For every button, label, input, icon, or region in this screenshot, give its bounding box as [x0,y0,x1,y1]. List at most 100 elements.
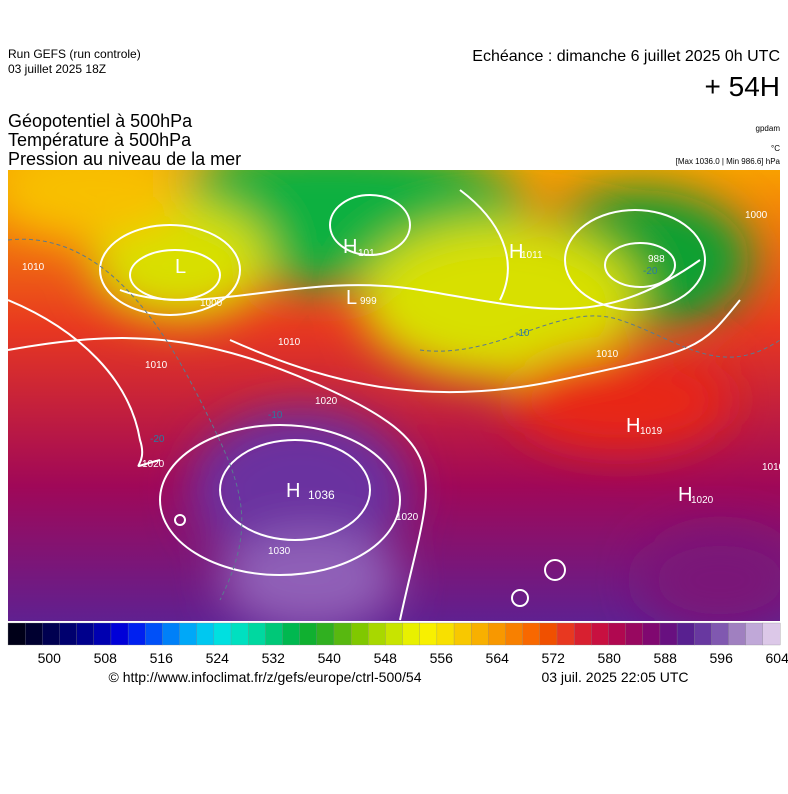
color-swatch [642,622,661,646]
color-swatch [453,622,472,646]
colorbar-tick-label: 516 [150,650,174,666]
map-label: 1010 [596,349,619,360]
map-label: 1011 [521,250,543,261]
valid-time: Echéance : dimanche 6 juillet 2025 0h UT… [472,48,780,65]
map-label: H [678,484,692,506]
colorbar-tick-label: 508 [94,650,118,666]
color-swatch [316,622,335,646]
colorbar-tick-label: 596 [710,650,734,666]
source-url: © http://www.infoclimat.fr/z/gefs/europe… [108,669,421,685]
color-swatch [42,622,60,646]
color-swatch [333,622,352,646]
color-swatch [539,622,558,646]
map-label: H [286,480,300,502]
map-label: 1036 [308,488,335,502]
color-swatch [179,622,198,646]
map-label: -10 [268,410,283,421]
color-swatch [728,622,747,646]
map-label: 1010 [762,462,785,473]
map-label: 101 [358,248,375,259]
colorbar-tick-label: 524 [206,650,230,666]
map-label: 1020 [315,396,338,407]
map-label: L [346,287,357,309]
color-swatch [282,622,301,646]
colorbar-tick-label: 548 [374,650,398,666]
map-label: L [175,256,186,278]
map-label: H [509,241,523,263]
color-swatch [505,622,524,646]
map-label: 1020 [396,512,419,523]
map [8,170,780,621]
colorbar-tick-label: 564 [486,650,510,666]
colorbar-tick-label: 500 [38,650,62,666]
color-swatch [265,622,283,646]
color-swatch [230,622,249,646]
map-label: -10 [515,328,530,339]
color-swatch [213,622,232,646]
color-swatch [436,622,455,646]
color-swatch [591,622,609,646]
map-label: 1020 [691,495,714,506]
map-label: 1010 [278,337,301,348]
color-swatch [625,622,644,646]
color-swatch [762,622,781,646]
color-swatch [299,622,318,646]
map-label: H [626,415,640,437]
color-swatch [676,622,695,646]
color-swatch [556,622,575,646]
map-label: 1030 [268,546,291,557]
color-swatch [110,622,129,646]
color-swatch [711,622,729,646]
map-label: 1010 [145,360,168,371]
color-swatch [127,622,146,646]
timestamp: 03 juil. 2025 22:05 UTC [541,669,688,685]
colorbar-tick-label: 588 [654,650,678,666]
map-label: 999 [360,296,377,307]
color-swatch [25,622,43,646]
run-date: 03 juillet 2025 18Z [8,62,106,76]
map-label: 1010 [22,262,45,273]
color-swatch [402,622,421,646]
color-swatch [419,622,438,646]
extremes: [Max 1036.0 | Min 986.6] hPa [676,157,781,166]
color-swatch [488,622,506,646]
map-label: 1000 [745,210,768,221]
colorbar-tick-label: 556 [430,650,454,666]
run: Run GEFS (run controle) [8,47,141,61]
color-swatch [385,622,404,646]
color-swatch [145,622,163,646]
color-swatch [162,622,181,646]
map-label: 1019 [640,426,663,437]
map-label: 1000 [200,298,223,309]
unit: °C [771,144,780,153]
color-swatch [573,622,592,646]
colorbar-tick-label: 572 [542,650,566,666]
map-label: 988 [648,254,665,265]
color-swatch [522,622,541,646]
colorbar-tick-label: 580 [598,650,622,666]
unit: gpdam [756,124,781,133]
lead-time: + 54H [705,71,781,102]
color-swatch [350,622,369,646]
color-swatch [659,622,678,646]
color-swatch [248,622,266,646]
color-swatch [368,622,386,646]
map-label: 1020 [142,459,165,470]
field: Géopotentiel à 500hPa [8,111,193,131]
color-swatch [93,622,112,646]
map-label: -20 [150,434,165,445]
map-label: H [343,236,357,258]
color-swatch [7,622,26,646]
map-label: -20 [643,266,658,277]
colorbar-tick-label: 540 [318,650,342,666]
color-swatch [471,622,489,646]
color-swatch [694,622,712,646]
color-swatch [196,622,215,646]
color-swatch [59,622,78,646]
colorbar-tick-label: 604 [766,650,788,666]
color-swatch [608,622,627,646]
field: Température à 500hPa [8,130,192,150]
colorbar-tick-label: 532 [262,650,286,666]
color-swatch [745,622,764,646]
